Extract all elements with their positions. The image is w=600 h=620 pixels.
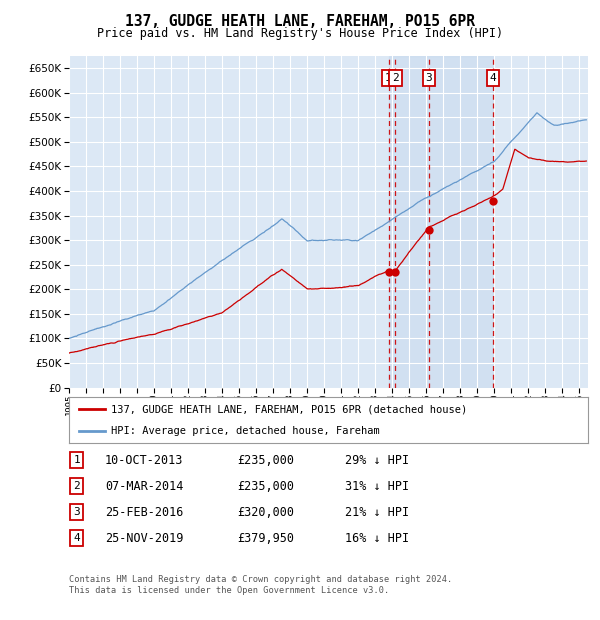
Text: 3: 3 — [425, 73, 432, 83]
Bar — [389, 56, 493, 388]
Text: 137, GUDGE HEATH LANE, FAREHAM, PO15 6PR (detached house): 137, GUDGE HEATH LANE, FAREHAM, PO15 6PR… — [110, 404, 467, 414]
Text: 137, GUDGE HEATH LANE, FAREHAM, PO15 6PR: 137, GUDGE HEATH LANE, FAREHAM, PO15 6PR — [125, 14, 475, 29]
Text: £235,000: £235,000 — [237, 454, 294, 466]
Text: 1: 1 — [385, 73, 392, 83]
Text: 2: 2 — [392, 73, 399, 83]
Text: 29% ↓ HPI: 29% ↓ HPI — [345, 454, 409, 466]
Text: 2: 2 — [73, 481, 80, 491]
Text: £379,950: £379,950 — [237, 532, 294, 544]
Text: Contains HM Land Registry data © Crown copyright and database right 2024.: Contains HM Land Registry data © Crown c… — [69, 575, 452, 584]
Text: 25-FEB-2016: 25-FEB-2016 — [105, 506, 184, 518]
Text: 3: 3 — [73, 507, 80, 517]
Text: £235,000: £235,000 — [237, 480, 294, 492]
Text: 10-OCT-2013: 10-OCT-2013 — [105, 454, 184, 466]
Text: 07-MAR-2014: 07-MAR-2014 — [105, 480, 184, 492]
Text: 25-NOV-2019: 25-NOV-2019 — [105, 532, 184, 544]
Text: 31% ↓ HPI: 31% ↓ HPI — [345, 480, 409, 492]
Text: £320,000: £320,000 — [237, 506, 294, 518]
Text: 1: 1 — [73, 455, 80, 465]
Text: 4: 4 — [73, 533, 80, 543]
Text: 4: 4 — [490, 73, 496, 83]
Text: This data is licensed under the Open Government Licence v3.0.: This data is licensed under the Open Gov… — [69, 586, 389, 595]
Text: 16% ↓ HPI: 16% ↓ HPI — [345, 532, 409, 544]
Text: Price paid vs. HM Land Registry's House Price Index (HPI): Price paid vs. HM Land Registry's House … — [97, 27, 503, 40]
Text: 21% ↓ HPI: 21% ↓ HPI — [345, 506, 409, 518]
Text: HPI: Average price, detached house, Fareham: HPI: Average price, detached house, Fare… — [110, 426, 379, 436]
